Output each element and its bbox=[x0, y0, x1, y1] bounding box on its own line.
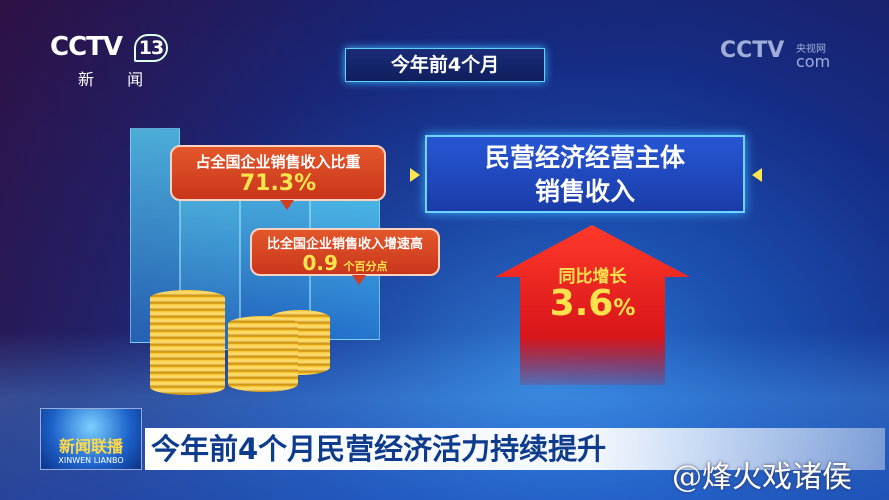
coin-stack bbox=[228, 316, 298, 392]
channel-subtitle: 新 闻 bbox=[78, 70, 158, 89]
period-title: 今年前4个月 bbox=[345, 48, 545, 82]
up-arrow-icon bbox=[495, 225, 690, 385]
growth-gap-bubble: 比全国企业销售收入增速高 0.9 个百分点 bbox=[250, 228, 440, 285]
cctv-com-logo: CCTV 央视网 com bbox=[720, 38, 831, 71]
share-bubble: 占全国企业销售收入比重 71.3% bbox=[170, 145, 386, 210]
yoy-value: 3.6% bbox=[549, 283, 636, 324]
coin-stack bbox=[150, 290, 225, 395]
main-metric-box: 民营经济经营主体 销售收入 bbox=[425, 135, 745, 213]
yoy-label: 同比增长 bbox=[558, 267, 627, 287]
watermark: @烽火戏诸侯 bbox=[672, 460, 852, 495]
xinwen-lianbo-logo: 新闻联播 XINWEN LIANBO bbox=[40, 408, 142, 470]
headline-banner: 今年前4个月民营经济活力持续提升 bbox=[145, 428, 885, 470]
floor-glow bbox=[0, 330, 889, 500]
triangle-right-icon bbox=[410, 168, 420, 182]
triangle-left-icon bbox=[752, 168, 762, 182]
